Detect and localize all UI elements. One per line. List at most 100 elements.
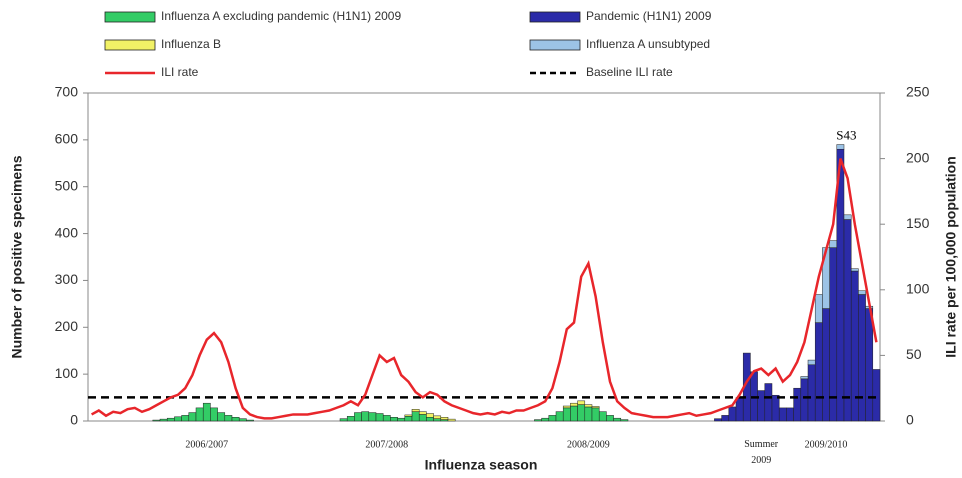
bar xyxy=(786,407,794,422)
legend-label: Baseline ILI rate xyxy=(586,65,673,79)
bar xyxy=(217,412,226,422)
y-axis-title: Number of positive specimens xyxy=(9,155,25,358)
ili-line xyxy=(91,158,878,420)
x-tick-label: 2006/2007 xyxy=(185,439,228,450)
legend-label: ILI rate xyxy=(161,65,199,79)
legend-swatch xyxy=(104,11,156,23)
bar xyxy=(418,414,427,422)
bar xyxy=(246,419,254,422)
legend-swatch xyxy=(104,39,156,51)
y2-tick-label: 250 xyxy=(906,84,930,100)
annotation: S43 xyxy=(836,128,856,143)
bar xyxy=(433,415,442,419)
bar xyxy=(620,419,629,422)
y-tick-label: 300 xyxy=(55,271,79,287)
bar xyxy=(188,412,197,422)
bar xyxy=(562,407,571,422)
bar xyxy=(843,219,852,422)
bar xyxy=(339,418,348,422)
bar xyxy=(822,308,830,422)
bar xyxy=(613,417,622,422)
bar xyxy=(181,415,190,422)
legend-label: Pandemic (H1N1) 2009 xyxy=(586,9,712,23)
bar xyxy=(368,412,377,422)
bar xyxy=(562,405,571,409)
bar xyxy=(382,415,391,422)
y-tick-label: 100 xyxy=(55,365,79,381)
bar xyxy=(577,404,586,422)
bar xyxy=(865,308,874,422)
y-tick-label: 600 xyxy=(55,131,79,147)
bar xyxy=(418,411,427,415)
y2-axis-title: ILI rate per 100,000 population xyxy=(943,156,959,358)
bar xyxy=(210,407,218,422)
bar xyxy=(735,397,744,422)
y2-tick-label: 0 xyxy=(906,412,914,428)
bar xyxy=(814,294,823,323)
bar xyxy=(858,290,866,295)
bar xyxy=(598,411,607,422)
y2-tick-label: 100 xyxy=(906,281,930,297)
bar xyxy=(390,417,398,422)
y-tick-label: 200 xyxy=(55,318,79,334)
bar xyxy=(721,415,730,422)
bar xyxy=(426,413,434,418)
bar xyxy=(440,417,449,420)
x-tick-label: 2007/2008 xyxy=(365,439,408,450)
bar xyxy=(584,404,593,408)
bar xyxy=(411,409,420,412)
bar xyxy=(606,415,614,422)
x-tick-label: Summer 2009 xyxy=(744,439,779,466)
plot-area xyxy=(87,92,881,422)
y2-tick-label: 200 xyxy=(906,149,930,165)
bar xyxy=(570,402,578,407)
bar xyxy=(152,419,161,422)
bar xyxy=(850,268,859,272)
bar xyxy=(764,383,773,422)
y-tick-label: 500 xyxy=(55,177,79,193)
bar xyxy=(555,411,564,422)
bar xyxy=(591,407,600,422)
legend-label: Influenza A unsubtyped xyxy=(586,37,710,51)
bar xyxy=(404,414,413,417)
bar xyxy=(224,415,233,422)
bar xyxy=(159,418,168,422)
bar xyxy=(807,364,816,422)
bar xyxy=(829,240,838,248)
y2-tick-label: 50 xyxy=(906,346,922,362)
x-axis-title: Influenza season xyxy=(425,457,538,473)
bar xyxy=(872,369,881,422)
bar xyxy=(793,387,802,422)
bar xyxy=(800,378,809,422)
x-tick-label: 2009/2010 xyxy=(805,439,848,450)
bar xyxy=(836,144,845,150)
bar xyxy=(411,411,420,422)
bar xyxy=(728,406,737,422)
bar xyxy=(829,247,838,422)
bar xyxy=(570,405,578,422)
bar xyxy=(778,407,787,422)
bar xyxy=(375,413,384,422)
bar xyxy=(534,419,542,422)
bar xyxy=(202,402,211,422)
bar xyxy=(166,417,175,422)
bar xyxy=(426,417,434,422)
y-tick-label: 700 xyxy=(55,84,79,100)
bar xyxy=(771,394,780,422)
bar xyxy=(548,415,557,422)
bar xyxy=(800,376,809,380)
bar xyxy=(195,407,204,422)
bar xyxy=(354,412,362,422)
legend-swatch xyxy=(529,39,581,51)
bar xyxy=(577,400,586,405)
bar xyxy=(238,418,247,422)
bar xyxy=(397,417,406,422)
legend-label: Influenza A excluding pandemic (H1N1) 20… xyxy=(161,9,401,23)
legend-swatch xyxy=(529,11,581,23)
y2-tick-label: 150 xyxy=(906,215,930,231)
bar xyxy=(361,411,370,422)
bar xyxy=(814,322,823,422)
bar xyxy=(174,416,182,422)
bar xyxy=(447,418,456,422)
